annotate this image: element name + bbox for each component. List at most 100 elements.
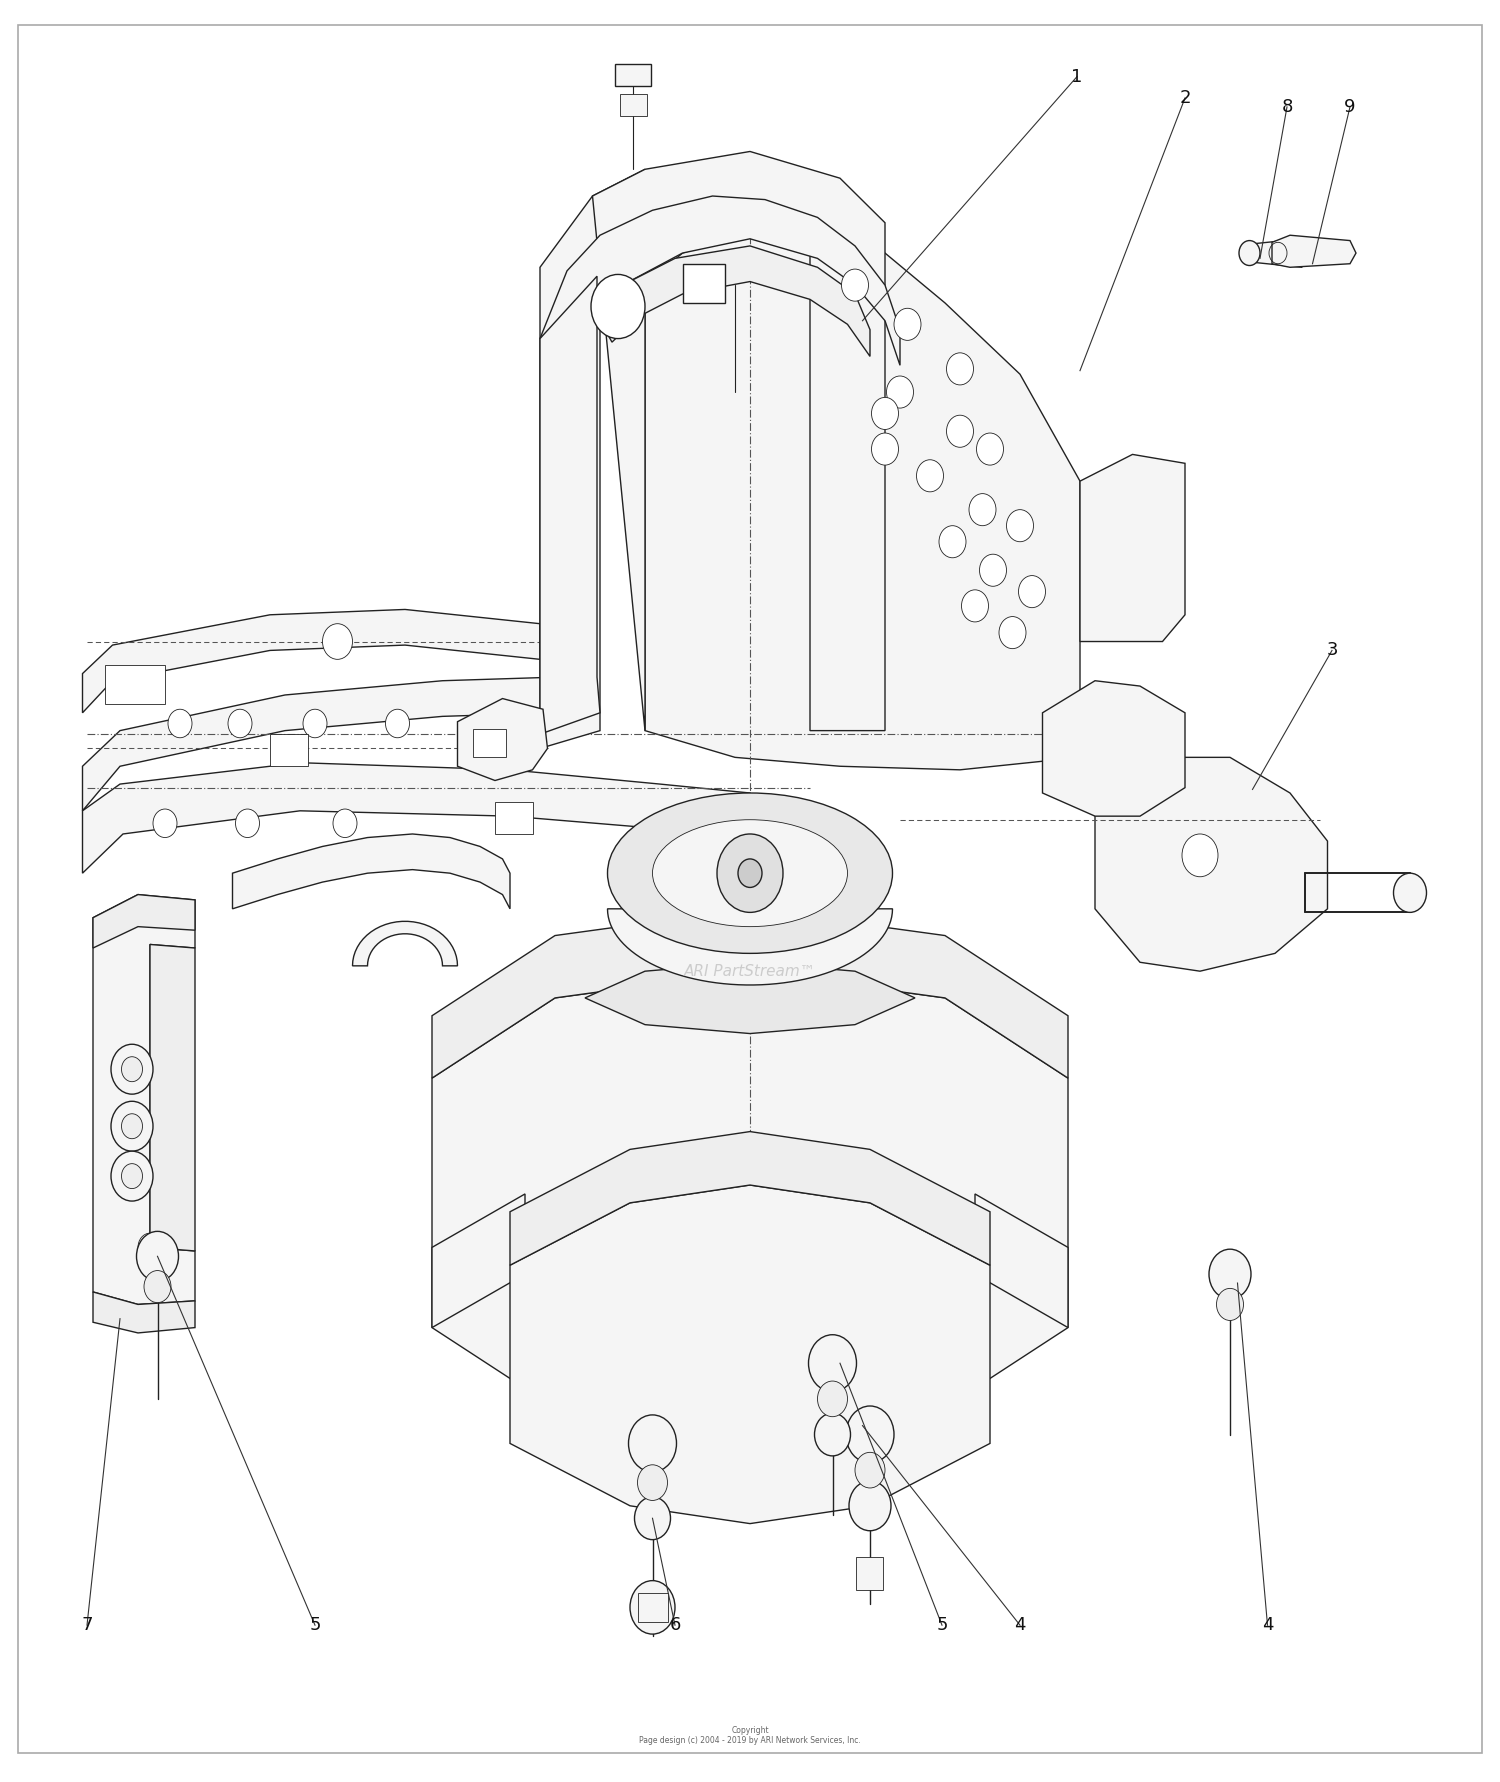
Circle shape (849, 1481, 891, 1531)
Text: 4: 4 (1014, 1616, 1026, 1634)
Circle shape (946, 415, 974, 447)
Circle shape (969, 494, 996, 526)
Circle shape (1394, 873, 1426, 912)
Circle shape (228, 709, 252, 738)
Bar (856, 1557, 883, 1590)
Polygon shape (432, 1194, 525, 1328)
Circle shape (815, 1413, 850, 1456)
Polygon shape (1250, 239, 1302, 267)
Polygon shape (540, 196, 900, 365)
Polygon shape (352, 921, 458, 966)
Circle shape (962, 590, 988, 622)
Polygon shape (608, 909, 892, 985)
Polygon shape (510, 1185, 990, 1524)
Circle shape (386, 709, 410, 738)
Text: 4: 4 (1262, 1616, 1274, 1634)
Circle shape (1239, 241, 1260, 266)
Circle shape (122, 1114, 142, 1139)
Circle shape (999, 617, 1026, 649)
Polygon shape (600, 246, 870, 356)
Bar (682, 264, 724, 303)
Circle shape (322, 624, 352, 659)
Circle shape (871, 397, 898, 429)
Circle shape (1216, 1288, 1243, 1320)
Ellipse shape (608, 793, 892, 953)
Bar (270, 734, 308, 766)
Circle shape (144, 1271, 171, 1303)
Polygon shape (975, 1194, 1068, 1328)
Text: 7: 7 (81, 1616, 93, 1634)
Circle shape (842, 269, 868, 301)
Circle shape (628, 1415, 676, 1472)
Polygon shape (510, 1132, 990, 1265)
Circle shape (153, 809, 177, 838)
Polygon shape (645, 210, 1080, 770)
Text: 5: 5 (936, 1616, 948, 1634)
Bar (620, 94, 646, 116)
Bar (472, 729, 506, 757)
Circle shape (939, 526, 966, 558)
Text: 3: 3 (1326, 642, 1338, 659)
Polygon shape (82, 609, 540, 713)
Polygon shape (150, 944, 195, 1251)
Bar (638, 1593, 668, 1622)
Circle shape (138, 1233, 162, 1262)
Polygon shape (432, 909, 1068, 1078)
Polygon shape (82, 763, 750, 873)
Circle shape (634, 1497, 670, 1540)
Circle shape (591, 274, 645, 339)
Circle shape (111, 1151, 153, 1201)
Bar (495, 802, 532, 834)
Polygon shape (93, 1292, 195, 1333)
Bar (615, 64, 651, 86)
Circle shape (1182, 834, 1218, 877)
Polygon shape (585, 962, 915, 1034)
Polygon shape (458, 699, 548, 781)
Circle shape (717, 834, 783, 912)
Circle shape (1019, 576, 1046, 608)
Polygon shape (540, 169, 645, 748)
Circle shape (738, 859, 762, 887)
Circle shape (846, 1406, 894, 1463)
Text: 1: 1 (1071, 68, 1083, 86)
Circle shape (976, 433, 1004, 465)
Circle shape (1007, 510, 1034, 542)
Circle shape (916, 460, 944, 492)
Polygon shape (592, 151, 885, 731)
Circle shape (111, 1044, 153, 1094)
Circle shape (630, 1581, 675, 1634)
Circle shape (122, 1164, 142, 1189)
Circle shape (894, 308, 921, 340)
Polygon shape (1095, 757, 1328, 971)
Circle shape (808, 1335, 856, 1392)
Circle shape (122, 1057, 142, 1082)
Circle shape (333, 809, 357, 838)
Circle shape (855, 1452, 885, 1488)
Polygon shape (432, 971, 1068, 1435)
Circle shape (871, 433, 898, 465)
Text: 9: 9 (1344, 98, 1356, 116)
Polygon shape (1272, 235, 1356, 267)
Circle shape (818, 1381, 848, 1417)
Text: 2: 2 (1179, 89, 1191, 107)
Polygon shape (93, 895, 195, 1304)
Polygon shape (232, 834, 510, 909)
Polygon shape (1042, 681, 1185, 816)
Text: 5: 5 (309, 1616, 321, 1634)
Text: 8: 8 (1281, 98, 1293, 116)
Circle shape (946, 353, 974, 385)
Circle shape (236, 809, 260, 838)
Circle shape (111, 1101, 153, 1151)
Circle shape (136, 1231, 178, 1281)
Text: Copyright
Page design (c) 2004 - 2019 by ARI Network Services, Inc.: Copyright Page design (c) 2004 - 2019 by… (639, 1727, 861, 1745)
Text: ARI PartStream™: ARI PartStream™ (684, 964, 816, 978)
Polygon shape (540, 276, 600, 734)
Ellipse shape (652, 820, 847, 927)
Circle shape (1209, 1249, 1251, 1299)
Circle shape (303, 709, 327, 738)
Circle shape (168, 709, 192, 738)
Circle shape (638, 1465, 668, 1500)
Text: 6: 6 (669, 1616, 681, 1634)
Polygon shape (82, 677, 555, 811)
Polygon shape (1080, 454, 1185, 642)
